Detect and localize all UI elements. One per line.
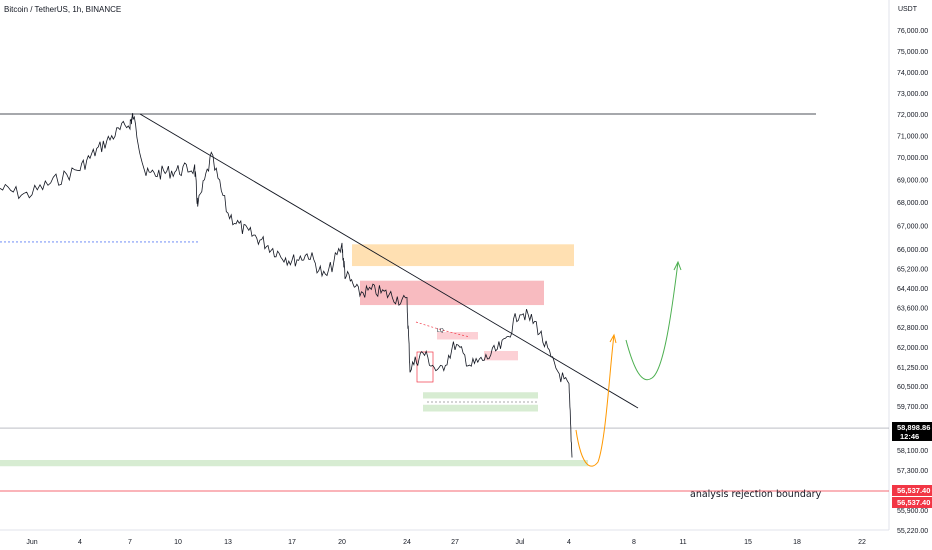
descending-trendline [139, 113, 639, 409]
countdown-value: 12:46 [900, 432, 919, 441]
last-price-value: 58,898.86 [897, 423, 930, 432]
time-tick-label: 22 [858, 539, 866, 546]
forecast-orange-arrowhead [609, 333, 617, 344]
price-tick-label: 67,000.00 [897, 224, 928, 231]
price-tick-label: 64,400.00 [897, 286, 928, 293]
time-tick-label: 11 [679, 539, 686, 546]
zone-6 [0, 460, 588, 467]
currency-label: USDT [897, 6, 917, 13]
forecast-down-up-curve [575, 334, 615, 467]
time-tick-label: 8 [632, 539, 636, 546]
lq-marker-label: LQ [437, 328, 444, 334]
time-tick-label: 13 [224, 539, 232, 546]
price-tick-label: 75,000.00 [897, 49, 928, 56]
price-tick-label: 73,000.00 [897, 91, 928, 98]
rejection-level-tag: 56,537.40 56,537.40 [892, 485, 932, 508]
time-tick-label: 17 [288, 539, 296, 546]
price-tick-label: 57,300.00 [897, 468, 928, 475]
price-tick-label: 55,900.00 [897, 508, 928, 515]
time-tick-label: 7 [128, 539, 132, 546]
rejection-level-duplicate: 56,537.40 [897, 498, 930, 507]
last-price-tag: 58,898.86 12:46 [892, 422, 932, 441]
rejection-level-value: 56,537.40 [897, 486, 930, 495]
price-tick-label: 61,250.00 [897, 365, 928, 372]
price-tick-label: 72,000.00 [897, 112, 928, 119]
rejection-boundary-annotation: analysis rejection boundary [690, 489, 822, 500]
zone-4 [423, 392, 538, 399]
time-tick-label: 18 [793, 539, 801, 546]
price-axis: 76,000.00 75,000.00 74,000.00 73,000.00 72,0… [897, 28, 928, 535]
time-tick-label: Jul [516, 539, 525, 546]
price-tick-label: 55,220.00 [897, 528, 928, 535]
price-series-line [0, 112, 573, 458]
price-tick-label: 66,000.00 [897, 247, 928, 254]
price-tick-label: 71,000.00 [897, 134, 928, 141]
time-tick-label: 27 [451, 539, 459, 546]
price-tick-label: 68,000.00 [897, 200, 928, 207]
zone-2 [437, 332, 478, 340]
forecast-layer [575, 260, 682, 467]
price-series-layer [0, 112, 573, 458]
time-tick-label: 4 [78, 539, 82, 546]
forecast-green-arrowhead [673, 260, 682, 271]
price-tick-label: 76,000.00 [897, 28, 928, 35]
time-tick-label: 20 [338, 539, 346, 546]
zone-0 [352, 244, 574, 267]
range-box [416, 351, 434, 383]
price-tick-label: 74,000.00 [897, 70, 928, 77]
price-tick-label: 69,000.00 [897, 178, 928, 185]
time-tick-label: 15 [744, 539, 752, 546]
zone-1 [360, 280, 544, 306]
time-tick-label: 24 [403, 539, 411, 546]
price-tick-label: 59,700.00 [897, 404, 928, 411]
price-tick-label: 65,200.00 [897, 267, 928, 274]
zone-3 [484, 351, 518, 361]
price-tick-label: 62,800.00 [897, 325, 928, 332]
price-tick-label: 58,100.00 [897, 448, 928, 455]
zones-layer [0, 244, 588, 467]
time-tick-label: Jun [26, 539, 37, 546]
time-axis: Jun 4 7 10 13 17 20 24 27 Jul 4 8 11 15 18 22 [26, 539, 866, 546]
forecast-rally-curve [625, 261, 679, 381]
time-tick-label: 10 [174, 539, 182, 546]
time-tick-label: 4 [567, 539, 571, 546]
price-tick-label: 62,000.00 [897, 345, 928, 352]
zone-5 [423, 404, 538, 412]
price-tick-label: 63,600.00 [897, 306, 928, 313]
price-tick-label: 60,500.00 [897, 384, 928, 391]
chart-title: Bitcoin / TetherUS, 1h, BINANCE [4, 5, 122, 14]
price-tick-label: 70,000.00 [897, 155, 928, 162]
lq-dashed-curve [415, 321, 471, 338]
levels-layer [0, 113, 889, 492]
